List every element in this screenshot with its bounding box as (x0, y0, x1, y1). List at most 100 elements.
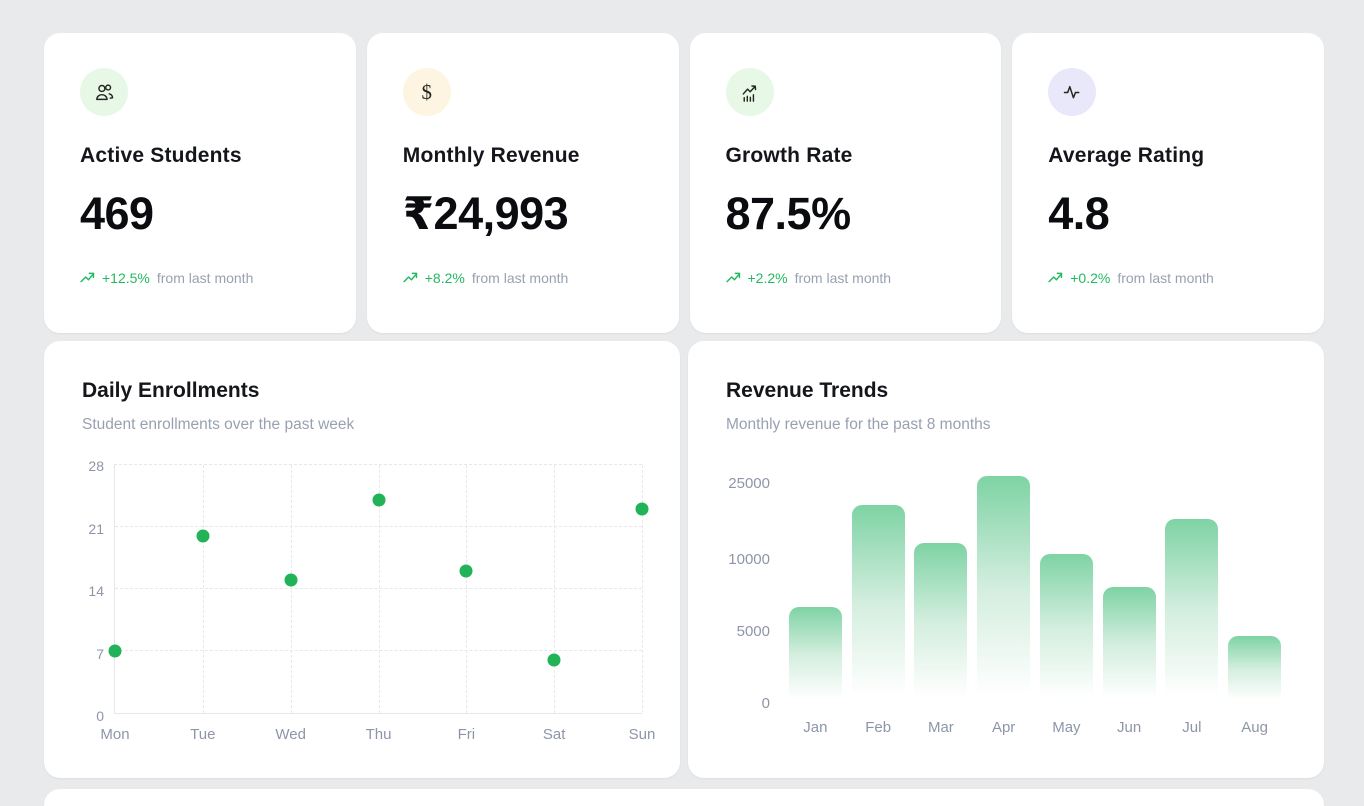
gridline-vertical (290, 465, 292, 713)
stat-change-percent: +12.5% (102, 269, 150, 286)
x-axis-tick-label: Thu (365, 726, 392, 743)
stat-change-percent: +8.2% (424, 269, 465, 286)
x-axis-tick-label: Feb (865, 719, 892, 736)
revenue-plot (784, 464, 1286, 702)
trending-up-icon (403, 272, 417, 283)
gridline-vertical (466, 465, 468, 713)
scatter-dot[interactable] (372, 493, 385, 507)
y-axis-tick-label: 21 (88, 520, 104, 537)
gridline-vertical (642, 465, 643, 713)
growth-chart-icon (742, 84, 757, 102)
stat-change-percent: +2.2% (747, 269, 788, 286)
y-axis-tick-label: 10000 (728, 551, 770, 568)
chart-title: Daily Enrollments (82, 379, 260, 402)
stat-change-note: from last month (471, 269, 569, 286)
scatter-dot[interactable] (108, 644, 122, 658)
y-axis-tick-label: 5000 (736, 623, 770, 640)
scatter-dot[interactable] (635, 502, 649, 516)
stat-icon-badge (80, 68, 128, 116)
revenue-trends-card: Revenue Trends Monthly revenue for the p… (688, 341, 1324, 778)
stat-change: +8.2% from last month (403, 270, 643, 286)
scatter-dot[interactable] (459, 564, 473, 578)
x-axis-tick-label: Mon (100, 726, 130, 743)
stat-value: 4.8 (1048, 188, 1110, 239)
revenue-bar[interactable] (1102, 586, 1156, 702)
revenue-bar[interactable] (1165, 518, 1219, 702)
x-axis-tick-label: May (1052, 719, 1081, 736)
bar-column (784, 464, 847, 702)
stat-card-active-students: Active Students 469 +12.5% from last mon… (44, 33, 356, 333)
x-axis-tick-label: Sun (628, 726, 656, 743)
x-axis-tick-label: Sat (542, 726, 566, 743)
stat-card-growth-rate: Growth Rate 87.5% +2.2% from last month (689, 33, 1002, 333)
stat-value: 87.5% (725, 188, 852, 239)
trending-up-icon (80, 272, 95, 283)
gridline-vertical (202, 465, 204, 713)
y-axis-tick-label: 28 (88, 458, 104, 474)
stat-change: +0.2% from last month (1048, 270, 1288, 286)
stat-change: +12.5% from last month (80, 270, 320, 286)
enrollments-chart: 0 7 14 21 28 Mon Tue Wed Thu Fri Sat Sun (82, 458, 655, 743)
x-axis-tick-label: Wed (275, 726, 306, 743)
trending-up-icon (725, 272, 740, 283)
x-axis-tick-label: Apr (991, 719, 1016, 736)
stat-label: Growth Rate (725, 144, 853, 167)
revenue-chart: 0 5000 10000 25000 (726, 464, 1286, 712)
y-axis-tick-label: 14 (88, 583, 104, 599)
x-axis-tick-label: Jan (803, 719, 828, 736)
stat-card-monthly-revenue: $ Monthly Revenue ₹24,993 +8.2% from las… (366, 33, 679, 333)
revenue-bar[interactable] (1039, 553, 1093, 702)
x-axis-tick-label: Mar (927, 719, 954, 736)
bar-column (847, 464, 910, 702)
bar-column (1161, 464, 1224, 702)
stat-change-note: from last month (1117, 269, 1214, 286)
stat-icon-badge: $ (402, 68, 451, 116)
x-axis-tick-label: Jul (1182, 719, 1202, 736)
y-axis-tick-label: 0 (761, 695, 770, 712)
y-axis-tick-label: 0 (96, 708, 104, 724)
scatter-dot[interactable] (196, 529, 210, 543)
stat-label: Average Rating (1048, 144, 1205, 167)
enrollments-x-axis: Mon Tue Wed Thu Fri Sat Sun (100, 713, 655, 745)
dollar-icon: $ (421, 79, 433, 104)
charts-row: Daily Enrollments Student enrollments ov… (44, 341, 1324, 778)
chart-subtitle: Student enrollments over the past week (82, 416, 355, 433)
scatter-dot[interactable] (547, 653, 561, 667)
enrollments-y-axis: 0 7 14 21 28 (82, 458, 114, 724)
stat-label: Active Students (80, 144, 242, 167)
x-axis-tick-label: Fri (457, 726, 476, 743)
stat-value: ₹24,993 (402, 188, 569, 239)
stat-change: +2.2% from last month (725, 269, 966, 286)
stat-change-note: from last month (156, 269, 254, 286)
partial-bottom-card (44, 789, 1324, 806)
bar-column (1223, 464, 1286, 702)
y-axis-tick-label: 25000 (728, 475, 770, 492)
gridline-vertical (554, 465, 556, 713)
enrollments-plot: Mon Tue Wed Thu Fri Sat Sun (100, 464, 655, 743)
revenue-bar[interactable] (1228, 635, 1282, 702)
stats-row: Active Students 469 +12.5% from last mon… (44, 33, 1324, 333)
scatter-dot[interactable] (284, 573, 298, 587)
bar-column (910, 464, 973, 702)
revenue-bar[interactable] (977, 475, 1031, 702)
bar-column (1035, 464, 1098, 702)
chart-subtitle: Monthly revenue for the past 8 months (726, 416, 991, 433)
revenue-bar[interactable] (851, 505, 905, 702)
bar-column (1098, 464, 1161, 702)
users-icon (95, 83, 113, 100)
revenue-x-axis: Jan Feb Mar Apr May Jun Jul Aug (784, 719, 1286, 736)
stat-value: 469 (80, 188, 154, 239)
bar-column (972, 464, 1035, 702)
y-axis-tick-label: 7 (96, 645, 104, 662)
x-axis-tick-label: Tue (190, 726, 216, 743)
activity-icon (1064, 85, 1080, 99)
x-axis-tick-label: Jun (1117, 719, 1142, 736)
revenue-bar[interactable] (914, 542, 968, 702)
revenue-bar[interactable] (788, 607, 842, 702)
stat-icon-badge (1048, 68, 1097, 116)
stat-change-percent: +0.2% (1070, 269, 1111, 286)
stat-card-average-rating: Average Rating 4.8 +0.2% from last month (1012, 33, 1324, 333)
trending-up-icon (1048, 272, 1063, 283)
stat-change-note: from last month (794, 269, 892, 286)
